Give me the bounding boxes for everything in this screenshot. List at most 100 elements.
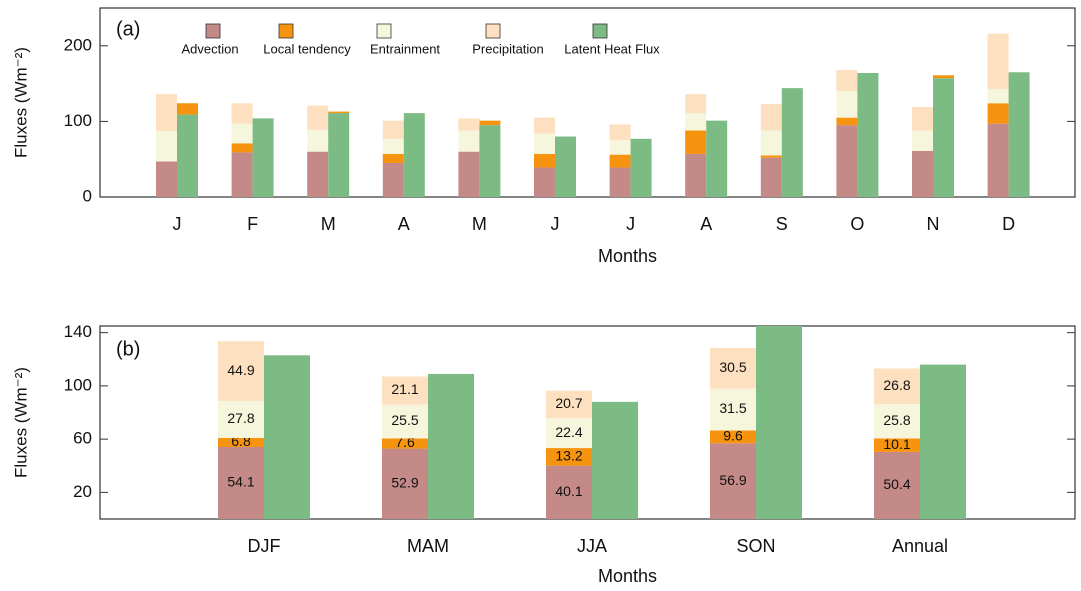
- x-tick-label: N: [927, 214, 940, 234]
- bar-segment: [836, 69, 858, 92]
- bar-segment: [710, 388, 756, 431]
- bar-segment: [609, 124, 631, 141]
- y-tick-label: 20: [73, 482, 92, 501]
- y-tick-label: 60: [73, 429, 92, 448]
- y-tick-label: 140: [64, 322, 92, 341]
- bar-segment: [760, 155, 782, 158]
- bar-segment: [382, 162, 404, 197]
- bar-segment: [836, 125, 858, 197]
- bar: [264, 355, 310, 519]
- data-label: 25.8: [883, 412, 910, 428]
- bar-segment: [479, 120, 501, 126]
- data-label: 50.4: [883, 476, 910, 492]
- bar-segment: [710, 430, 756, 444]
- bar: [706, 120, 728, 197]
- bar-segment: [836, 117, 858, 126]
- bar: [630, 138, 652, 197]
- bar-segment: [987, 88, 1009, 104]
- x-tick-label: Annual: [892, 536, 948, 556]
- bar: [428, 373, 474, 519]
- panel-label: (b): [116, 338, 140, 360]
- bar-segment: [218, 446, 264, 519]
- bar-segment: [231, 143, 253, 153]
- bar-segment: [382, 438, 428, 449]
- bar-segment: [231, 103, 253, 124]
- bar-segment: [534, 153, 555, 168]
- bar-segment: [534, 117, 555, 134]
- panel-label: (a): [116, 18, 140, 40]
- bar-segment: [156, 161, 177, 197]
- bar-segment: [177, 103, 198, 115]
- bar-segment: [760, 157, 782, 197]
- bar-segment: [458, 151, 480, 197]
- x-tick-label: S: [776, 214, 788, 234]
- legend-swatch: [376, 23, 392, 39]
- data-label: 52.9: [391, 474, 418, 490]
- x-tick-label: A: [700, 214, 712, 234]
- bar-segment: [685, 94, 707, 114]
- y-axis-title: Fluxes (Wm⁻²): [11, 367, 30, 478]
- bar-segment: [218, 341, 264, 401]
- data-label: 9.6: [723, 428, 743, 444]
- data-label: 26.8: [883, 377, 910, 393]
- data-label: 40.1: [555, 483, 582, 499]
- x-tick-label: DJF: [248, 536, 281, 556]
- bar-segment: [933, 75, 954, 79]
- data-label: 25.5: [391, 412, 418, 428]
- bar-segment: [307, 129, 329, 152]
- bar-segment: [546, 448, 592, 466]
- bar-segment: [382, 448, 428, 519]
- legend-swatch: [485, 23, 501, 39]
- bar-segment: [458, 130, 480, 152]
- bar-segment: [987, 103, 1009, 124]
- bar-segment: [912, 107, 933, 131]
- y-tick-label: 100: [64, 375, 92, 394]
- data-label: 27.8: [227, 410, 254, 426]
- bar-segment: [218, 437, 264, 447]
- bar-segment: [458, 118, 480, 131]
- legend-swatch: [278, 23, 294, 39]
- bar-segment: [609, 167, 631, 197]
- bar: [592, 401, 638, 519]
- x-axis-title: Months: [598, 566, 657, 586]
- bar: [857, 73, 879, 197]
- bar: [252, 118, 274, 197]
- x-tick-label: SON: [736, 536, 775, 556]
- bar-segment: [218, 400, 264, 438]
- y-tick-label: 100: [64, 111, 92, 130]
- bar-segment: [760, 130, 782, 156]
- bar-segment: [534, 167, 555, 197]
- data-label: 10.1: [883, 436, 910, 452]
- data-label: 30.5: [719, 359, 746, 375]
- bar-segment: [382, 138, 404, 154]
- bar-segment: [874, 438, 920, 452]
- data-label: 20.7: [555, 395, 582, 411]
- bar: [933, 78, 954, 197]
- bar-segment: [231, 123, 253, 144]
- x-tick-label: J: [551, 214, 560, 234]
- x-axis-title: Months: [598, 246, 657, 266]
- bar: [555, 136, 576, 197]
- bar-segment: [534, 133, 555, 154]
- bar-segment: [307, 151, 329, 197]
- bar: [479, 125, 501, 197]
- bar-segment: [710, 347, 756, 389]
- bar-segment: [685, 113, 707, 131]
- bar-segment: [382, 404, 428, 439]
- bar-segment: [685, 153, 707, 197]
- legend-label: Local tendency: [263, 41, 351, 56]
- bar-segment: [546, 390, 592, 419]
- legend-label: Advection: [181, 41, 238, 56]
- bar-segment: [912, 130, 933, 151]
- bar-segment: [987, 33, 1009, 89]
- bar: [403, 113, 425, 197]
- data-label: 22.4: [555, 424, 582, 440]
- x-tick-label: F: [247, 214, 258, 234]
- bar-segment: [382, 376, 428, 405]
- bar-segment: [874, 404, 920, 439]
- bar-segment: [307, 105, 329, 130]
- data-label: 54.1: [227, 474, 254, 490]
- bar-segment: [546, 418, 592, 449]
- x-tick-label: J: [626, 214, 635, 234]
